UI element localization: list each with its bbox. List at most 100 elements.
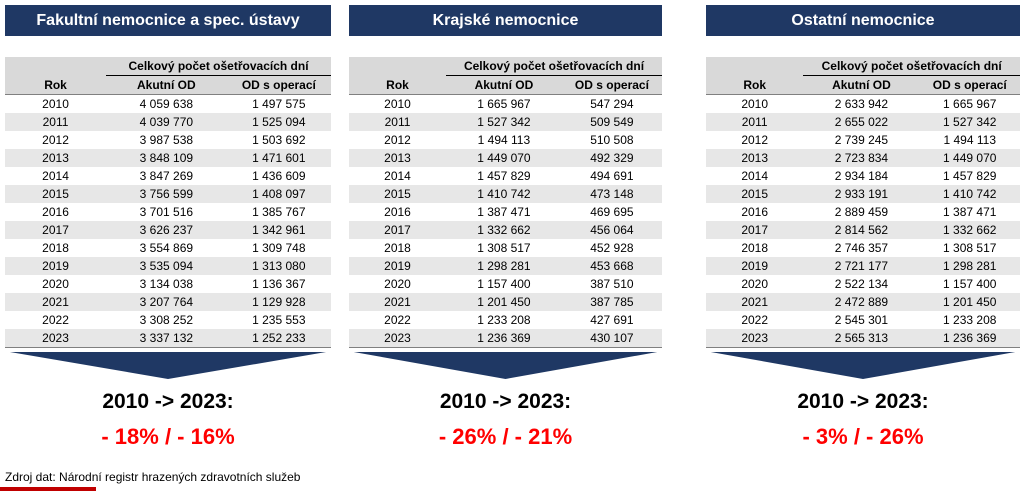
table-cell: 1 436 609 — [252, 169, 306, 183]
table-cell: 2010 — [384, 97, 411, 111]
table-cell: 3 987 538 — [139, 133, 194, 147]
table-row: 2011 1 527 342 509 549 — [349, 113, 662, 131]
table-row: 2016 1 387 471 469 695 — [349, 203, 662, 221]
table-cell: 1 385 767 — [252, 205, 306, 219]
table-body: 2010 1 665 967 547 294 2011 1 527 342 509 549… — [349, 95, 662, 348]
panel-header: Ostatní nemocnice — [706, 5, 1020, 36]
table-cell: 2 721 177 — [834, 259, 889, 273]
table-row: 2018 3 554 869 1 309 748 — [5, 239, 331, 257]
table-cell: 3 207 764 — [139, 295, 194, 309]
down-arrow-shape — [353, 352, 658, 379]
table-row: 2011 4 039 770 1 525 094 — [5, 113, 331, 131]
table-cell: 2021 — [384, 295, 411, 309]
panel-title-text: Fakultní nemocnice a spec. ústavy — [36, 12, 300, 29]
table-cell: 1 308 517 — [943, 241, 997, 255]
column-header-od-s-operaci: OD s operací — [226, 75, 331, 95]
panel-title-text: Krajské nemocnice — [432, 12, 579, 29]
table-cell: 2 814 562 — [834, 223, 889, 237]
table-cell: 2023 — [42, 331, 69, 345]
table-cell: 1 308 517 — [477, 241, 531, 255]
table-row: 2020 1 157 400 387 510 — [349, 275, 662, 293]
table-cell: 1 527 342 — [943, 115, 997, 129]
table-cell: 387 785 — [590, 295, 634, 309]
table-cell: 3 134 038 — [139, 277, 194, 291]
table-cell: 1 298 281 — [943, 259, 997, 273]
summary-change: - 26% / - 21% — [438, 424, 573, 449]
summary-period: 2010 -> 2023: — [439, 390, 572, 413]
table-row: 2023 2 565 313 1 236 369 — [706, 329, 1020, 348]
table-cell: 1 235 553 — [252, 313, 306, 327]
table-row: 2013 2 723 834 1 449 070 — [706, 149, 1020, 167]
table-cell: 2015 — [384, 187, 411, 201]
data-table: Celkový počet ošetřovacích dní Rok Akutn… — [5, 57, 331, 348]
table-cell: 494 691 — [590, 169, 634, 183]
table-row: 2017 2 814 562 1 332 662 — [706, 221, 1020, 239]
table-cell: 4 059 638 — [139, 97, 194, 111]
table-cell: 387 510 — [590, 277, 634, 291]
table-row: 2011 2 655 022 1 527 342 — [706, 113, 1020, 131]
table-cell: 1 236 369 — [943, 331, 997, 345]
table-cell: 2019 — [42, 259, 69, 273]
table-cell: 3 554 869 — [139, 241, 194, 255]
table-cell: 2010 — [741, 97, 769, 111]
table-cell: 1 129 928 — [252, 295, 306, 309]
table-row: 2020 2 522 134 1 157 400 — [706, 275, 1020, 293]
table-cell: 1 449 070 — [943, 151, 997, 165]
column-header-akutni-od: Akutní OD — [446, 75, 562, 95]
table-cell: 2013 — [384, 151, 411, 165]
table-group-header: Celkový počet ošetřovacích dní — [106, 57, 331, 76]
table-cell: 2015 — [741, 187, 769, 201]
column-header-od-s-operaci: OD s operací — [919, 75, 1020, 95]
table-cell: 2011 — [42, 115, 69, 129]
table-cell: 1 387 471 — [943, 205, 997, 219]
table-cell: 2010 — [42, 97, 69, 111]
column-header-rok: Rok — [349, 75, 447, 95]
table-cell: 1 233 208 — [477, 313, 531, 327]
table-row: 2013 1 449 070 492 329 — [349, 149, 662, 167]
table-cell: 1 157 400 — [943, 277, 997, 291]
table-cell: 1 410 742 — [943, 187, 997, 201]
table-row: 2018 1 308 517 452 928 — [349, 239, 662, 257]
table-cell: 2023 — [741, 331, 769, 345]
table-cell: 2 723 834 — [834, 151, 889, 165]
table-row: 2012 3 987 538 1 503 692 — [5, 131, 331, 149]
column-header-rok: Rok — [706, 75, 804, 95]
table-cell: 2012 — [42, 133, 69, 147]
data-table: Celkový počet ošetřovacích dní Rok Akutn… — [349, 57, 662, 348]
table-cell: 2014 — [42, 169, 69, 183]
table-cell: 2013 — [42, 151, 69, 165]
table-cell: 1 313 080 — [252, 259, 306, 273]
table-row: 2022 3 308 252 1 235 553 — [5, 311, 331, 329]
table-row: 2017 1 332 662 456 064 — [349, 221, 662, 239]
table-cell: 2018 — [42, 241, 69, 255]
summary-change: - 18% / - 16% — [101, 424, 235, 449]
table-cell: 1 525 094 — [252, 115, 306, 129]
table-row: 2015 1 410 742 473 148 — [349, 185, 662, 203]
table-row: 2021 3 207 764 1 129 928 — [5, 293, 331, 311]
table-cell: 4 039 770 — [139, 115, 194, 129]
table-cell: 1 665 967 — [943, 97, 997, 111]
table-body: 2010 2 633 942 1 665 967 2011 2 655 022 1 527… — [706, 95, 1020, 348]
table-cell: 2 565 313 — [834, 331, 889, 345]
table-cell: 469 695 — [590, 205, 634, 219]
table-cell: 547 294 — [590, 97, 634, 111]
summary-change: - 3% / - 26% — [802, 424, 924, 449]
table-row: 2023 3 337 132 1 252 233 — [5, 329, 331, 348]
summary-period: 2010 -> 2023: — [102, 390, 234, 413]
table-cell: 1 157 400 — [477, 277, 531, 291]
column-header-akutni-od: Akutní OD — [106, 75, 227, 95]
table-row: 2015 2 933 191 1 410 742 — [706, 185, 1020, 203]
table-row: 2021 1 201 450 387 785 — [349, 293, 662, 311]
table-cell: 2015 — [42, 187, 69, 201]
table-cell: 2 933 191 — [834, 187, 889, 201]
table-cell: 1 332 662 — [477, 223, 531, 237]
table-cell: 1 497 575 — [252, 97, 306, 111]
table-cell: 2014 — [741, 169, 769, 183]
column-header-akutni-od: Akutní OD — [803, 75, 920, 95]
table-cell: 427 691 — [590, 313, 634, 327]
summary-block: 2010 -> 2023: - 18% / - 16% — [5, 390, 331, 450]
table-cell: 2016 — [42, 205, 69, 219]
table-cell: 1 494 113 — [943, 133, 997, 147]
table-cell: 3 535 094 — [139, 259, 194, 273]
table-cell: 1 410 742 — [477, 187, 531, 201]
